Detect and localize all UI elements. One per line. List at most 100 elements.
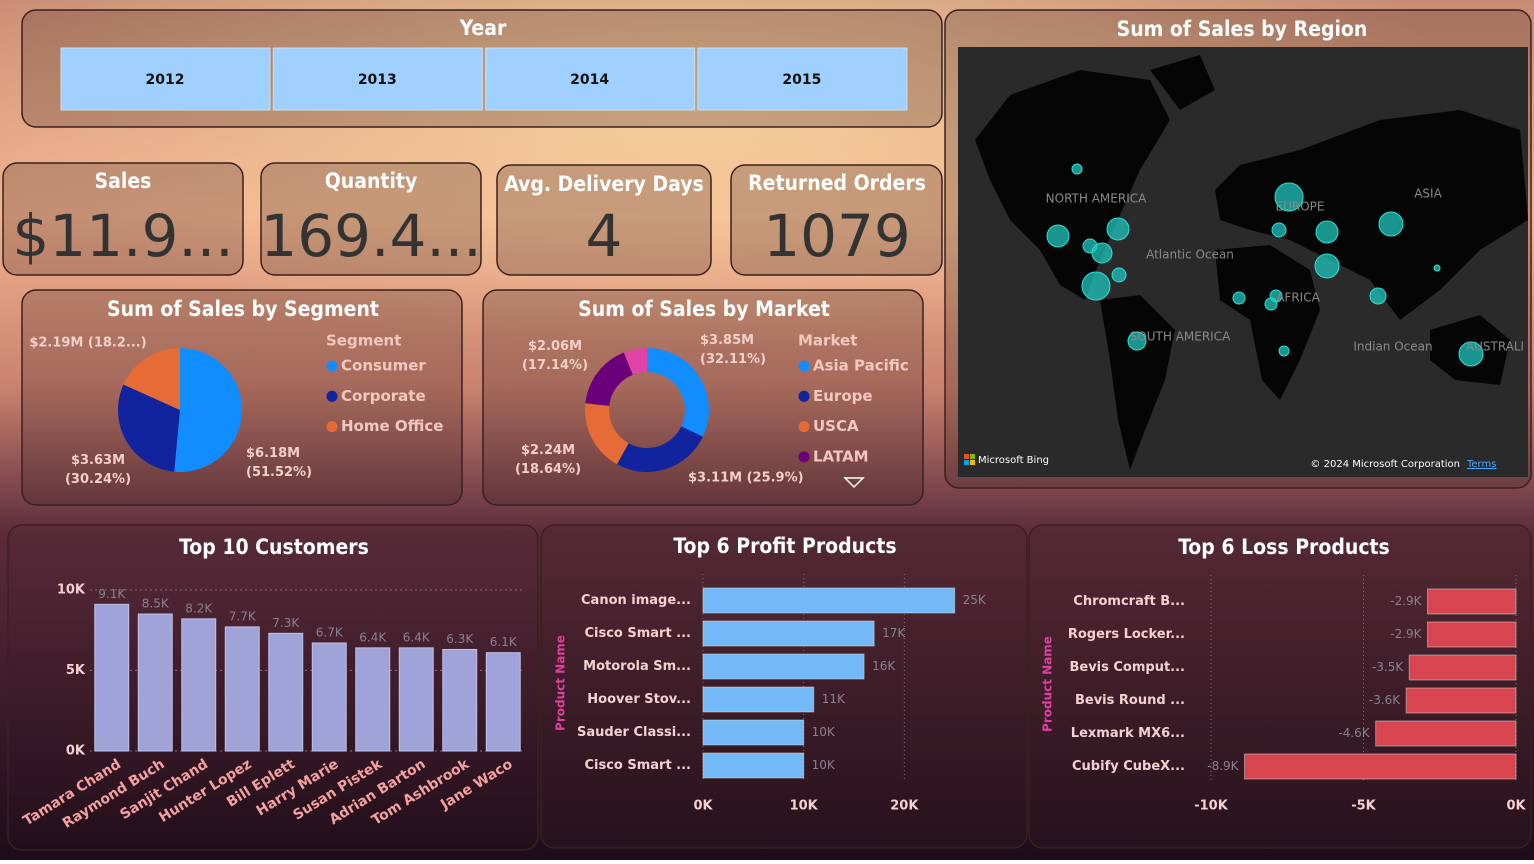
x-tick-label: 10K <box>790 799 819 814</box>
data-label: -4.6K <box>1338 726 1370 740</box>
slicer-button[interactable] <box>697 47 908 111</box>
pie-slice[interactable] <box>123 348 180 410</box>
data-label: 9.1K <box>98 587 126 601</box>
y-tick-label: Sauder Classi... <box>577 725 691 740</box>
data-label: $3.63M (30.24%) <box>65 453 131 487</box>
slicer-button-label: 2015 <box>782 72 821 88</box>
pie-slice[interactable] <box>585 352 633 406</box>
chart-panel <box>21 289 463 506</box>
continents <box>975 55 1528 470</box>
legend-label[interactable]: Asia Pacific <box>813 357 909 375</box>
legend-label[interactable]: Europe <box>813 387 873 405</box>
slicer-title: Year <box>459 16 507 40</box>
bar[interactable] <box>1427 621 1517 648</box>
bar[interactable] <box>268 632 304 752</box>
kpi-value: 4 <box>586 202 623 270</box>
map-label: NORTH AMERICA <box>1046 192 1147 206</box>
slicer-button[interactable] <box>485 47 696 111</box>
data-label: 11K <box>822 692 846 706</box>
bar[interactable] <box>702 587 956 614</box>
bar[interactable] <box>1375 720 1517 747</box>
bar[interactable] <box>355 647 391 752</box>
map-bubbles <box>1046 163 1484 367</box>
chart-panel <box>1028 524 1532 849</box>
slicer-button[interactable] <box>60 47 271 111</box>
y-tick-label: 0K <box>66 744 86 759</box>
bar[interactable] <box>702 719 805 746</box>
y-axis-title: Product Name <box>554 635 568 731</box>
data-label: $6.18M (51.52%) <box>246 446 312 480</box>
pie-slice[interactable] <box>118 384 180 472</box>
kpi-value: $11.9... <box>12 202 233 270</box>
data-label: -3.6K <box>1369 693 1401 707</box>
bar[interactable] <box>398 647 434 752</box>
data-label: 25K <box>963 593 987 607</box>
data-label: 8.2K <box>185 601 213 615</box>
pie-slice[interactable] <box>623 348 647 375</box>
data-label: 17K <box>882 626 906 640</box>
bar[interactable] <box>1244 753 1517 780</box>
map-label: SOUTH AMERICA <box>1130 330 1231 344</box>
bar[interactable] <box>485 652 521 752</box>
pie-slice[interactable] <box>174 348 243 472</box>
slicer-button-label: 2013 <box>358 72 397 88</box>
y-tick-label: 5K <box>66 663 86 678</box>
legend-label[interactable]: LATAM <box>813 447 869 465</box>
bar[interactable] <box>442 648 478 752</box>
legend-label[interactable]: USCA <box>813 417 859 435</box>
bar[interactable] <box>1408 654 1517 681</box>
map-label: AFRICA <box>1276 291 1320 305</box>
data-label: 7.3K <box>272 616 300 630</box>
bar[interactable] <box>1427 588 1517 615</box>
x-tick-label: 0K <box>1506 799 1526 814</box>
map-credit: Microsoft Bing <box>978 455 1049 466</box>
legend-scroll[interactable] <box>843 477 865 489</box>
kpi-value: 1079 <box>763 202 911 270</box>
bar[interactable] <box>1405 687 1517 714</box>
bar[interactable] <box>94 603 130 752</box>
data-label: -2.9K <box>1390 627 1422 641</box>
pie-slice[interactable] <box>647 348 710 437</box>
pie-slice[interactable] <box>616 426 703 473</box>
legend-marker <box>798 421 810 433</box>
slicer-button[interactable] <box>272 47 483 111</box>
bar[interactable] <box>702 620 875 647</box>
bar[interactable] <box>224 626 260 752</box>
y-tick-label: Cubify CubeX... <box>1072 759 1185 774</box>
chart-title: Top 6 Profit Products <box>673 534 896 558</box>
chart-title: Top 6 Loss Products <box>1178 535 1390 559</box>
kpi-title: Quantity <box>325 169 418 193</box>
y-tick-label: Cisco Smart ... <box>584 626 691 641</box>
data-label: $2.06M (17.14%) <box>522 339 588 373</box>
map-terms[interactable]: Terms <box>1466 459 1496 470</box>
map-label: EUROPE <box>1276 200 1325 214</box>
data-label: 10K <box>812 758 836 772</box>
legend-label[interactable]: Corporate <box>341 387 426 405</box>
map-label: Indian Ocean <box>1353 340 1432 354</box>
legend-title: Market <box>798 332 857 350</box>
bar[interactable] <box>311 642 347 752</box>
bar[interactable] <box>137 613 173 752</box>
pie-slice[interactable] <box>585 403 629 465</box>
data-label: -8.9K <box>1207 759 1239 773</box>
map-label: ASIA <box>1414 187 1442 201</box>
chart-title: Sum of Sales by Segment <box>107 297 379 321</box>
kpi-card <box>260 162 482 276</box>
bar[interactable] <box>702 686 815 713</box>
legend-marker <box>798 390 810 402</box>
data-label: 8.5K <box>142 597 170 611</box>
bar[interactable] <box>702 653 865 680</box>
bar[interactable] <box>702 752 805 779</box>
x-tick-label: -10K <box>1194 799 1228 814</box>
legend-label[interactable]: Home Office <box>341 417 443 435</box>
kpi-title: Sales <box>95 169 152 193</box>
legend-label[interactable]: Consumer <box>341 357 426 375</box>
y-tick-label: Hoover Stov... <box>587 692 691 707</box>
bar[interactable] <box>181 618 217 752</box>
data-label: 6.4K <box>403 630 431 644</box>
y-tick-label: Bevis Round ... <box>1075 693 1185 708</box>
kpi-card <box>730 164 943 276</box>
chart-title: Top 10 Customers <box>179 535 369 559</box>
kpi-title: Returned Orders <box>748 171 926 195</box>
